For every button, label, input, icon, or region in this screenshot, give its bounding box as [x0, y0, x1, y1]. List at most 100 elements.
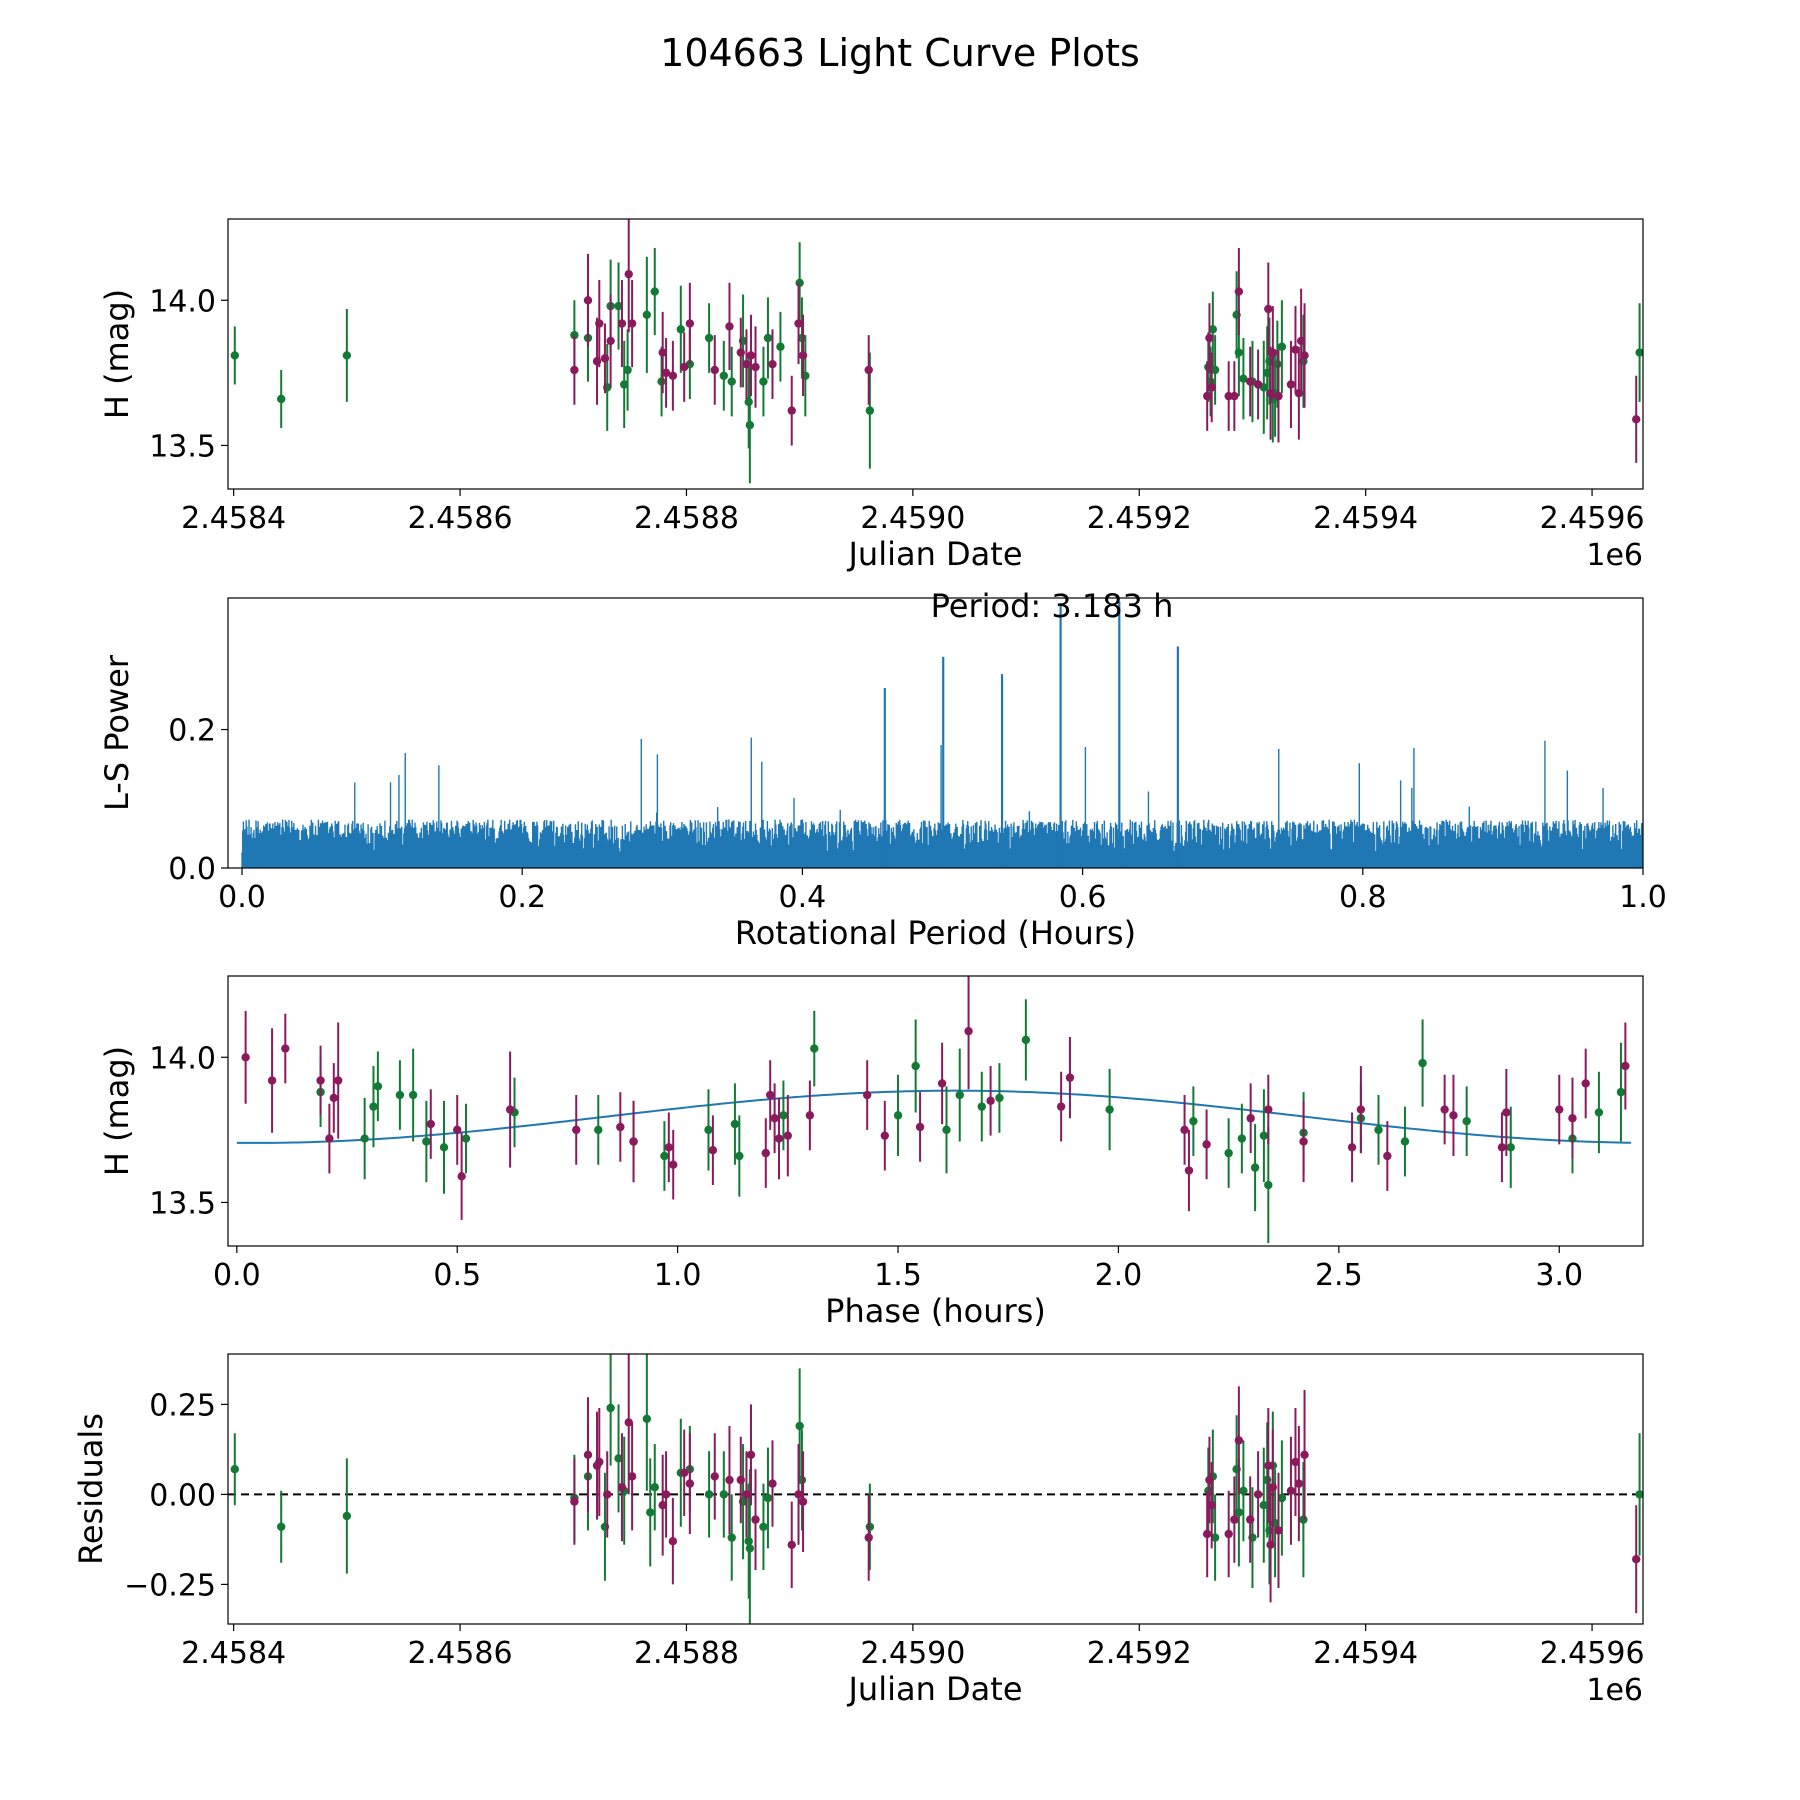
- plot-area: [228, 1354, 1643, 1624]
- data-point: [629, 1137, 638, 1146]
- data-point: [745, 1544, 755, 1553]
- data-point: [595, 1457, 604, 1467]
- data-point: [1300, 1450, 1309, 1460]
- data-point: [751, 1515, 760, 1524]
- data-point: [230, 351, 239, 360]
- data-point: [624, 269, 633, 279]
- data-point: [627, 319, 637, 328]
- data-point: [606, 1403, 615, 1413]
- data-point: [1383, 1151, 1392, 1161]
- data-point: [746, 1450, 756, 1460]
- data-point: [646, 1508, 655, 1517]
- data-point: [408, 1090, 418, 1100]
- data-point: [865, 406, 875, 415]
- data-point: [986, 1096, 995, 1106]
- data-point: [704, 333, 714, 343]
- data-point: [1259, 1501, 1268, 1510]
- data-point: [1294, 1479, 1304, 1488]
- data-point: [1268, 348, 1278, 357]
- plot-area: [236, 976, 1632, 1244]
- x-offset-label: 1e6: [1586, 538, 1643, 573]
- x-tick-label: 2.4596: [1540, 1636, 1645, 1671]
- plot-frame: [227, 1353, 1644, 1625]
- data-point: [505, 1105, 515, 1114]
- data-point: [1635, 1490, 1643, 1499]
- data-point: [1202, 1529, 1212, 1539]
- data-point: [742, 359, 751, 369]
- data-point: [1277, 342, 1287, 351]
- data-point: [685, 1479, 695, 1488]
- data-point: [704, 1125, 713, 1135]
- data-point: [329, 1093, 338, 1103]
- data-point: [1234, 287, 1244, 296]
- data-point: [710, 1472, 719, 1481]
- data-point: [725, 322, 734, 331]
- data-point: [704, 1490, 714, 1499]
- data-point: [1632, 415, 1641, 424]
- data-point: [770, 1114, 779, 1123]
- y-tick-label: 0.00: [149, 1478, 216, 1513]
- data-point: [776, 342, 785, 351]
- x-tick-label: 1.5: [874, 1258, 922, 1293]
- data-point: [334, 1076, 343, 1085]
- data-point: [614, 1454, 623, 1463]
- x-tick-label: 2.4586: [408, 501, 513, 536]
- data-point: [719, 1490, 729, 1499]
- data-point: [453, 1125, 462, 1135]
- data-point: [774, 1134, 784, 1143]
- data-point: [745, 420, 755, 430]
- data-point: [942, 1125, 951, 1135]
- model-fit-curve: [236, 1089, 1632, 1144]
- x-tick-label: 2.4590: [860, 501, 965, 536]
- data-point: [742, 1490, 751, 1499]
- data-point: [623, 365, 632, 375]
- data-point: [1245, 1515, 1255, 1524]
- x-tick-label: 2.4592: [1087, 501, 1192, 536]
- x-axis-label: Phase (hours): [825, 1292, 1046, 1330]
- data-point: [1594, 1108, 1604, 1117]
- data-point: [798, 351, 808, 360]
- data-point: [805, 1111, 815, 1120]
- data-point: [1202, 391, 1212, 401]
- x-axis-label: Julian Date: [846, 1670, 1022, 1708]
- data-point: [669, 1160, 678, 1169]
- data-point: [1264, 304, 1273, 314]
- data-point: [1400, 1137, 1410, 1146]
- data-point: [1296, 336, 1306, 346]
- data-point: [1207, 1501, 1216, 1510]
- data-point: [1347, 1143, 1357, 1152]
- data-point: [657, 377, 666, 386]
- data-point: [1440, 1105, 1449, 1114]
- data-point: [658, 348, 667, 357]
- x-tick-label: 2.4586: [408, 1636, 513, 1671]
- data-point: [679, 1468, 689, 1478]
- data-point: [1277, 1493, 1287, 1503]
- data-point: [1462, 1116, 1471, 1126]
- data-point: [1418, 1058, 1427, 1068]
- y-tick-label: 0.0: [168, 852, 216, 887]
- ls-power-spectrum: [241, 737, 1643, 868]
- data-point: [880, 1131, 890, 1140]
- y-tick-label: −0.25: [124, 1568, 216, 1603]
- data-point: [661, 368, 671, 378]
- data-point: [736, 348, 745, 357]
- data-point: [600, 354, 610, 363]
- data-point: [768, 1479, 777, 1488]
- data-point: [395, 1090, 405, 1100]
- plot-area: [230, 219, 1643, 484]
- data-point: [1224, 1148, 1233, 1158]
- data-point: [426, 1119, 435, 1129]
- data-point: [369, 1102, 378, 1111]
- data-point: [679, 362, 689, 372]
- x-tick-label: 2.4590: [860, 1636, 965, 1671]
- data-point: [977, 1102, 986, 1111]
- data-point: [277, 394, 286, 404]
- data-point: [768, 359, 777, 369]
- x-tick-label: 2.5: [1315, 1258, 1363, 1293]
- chart-panels: 2.4584 2.4586 2.4588 2.4590 2.4592 2.4594 2.45…: [72, 218, 1667, 1708]
- data-point: [751, 362, 760, 372]
- data-point: [360, 1134, 369, 1143]
- data-point: [661, 1490, 671, 1499]
- data-point: [1245, 377, 1255, 386]
- data-point: [658, 1501, 667, 1510]
